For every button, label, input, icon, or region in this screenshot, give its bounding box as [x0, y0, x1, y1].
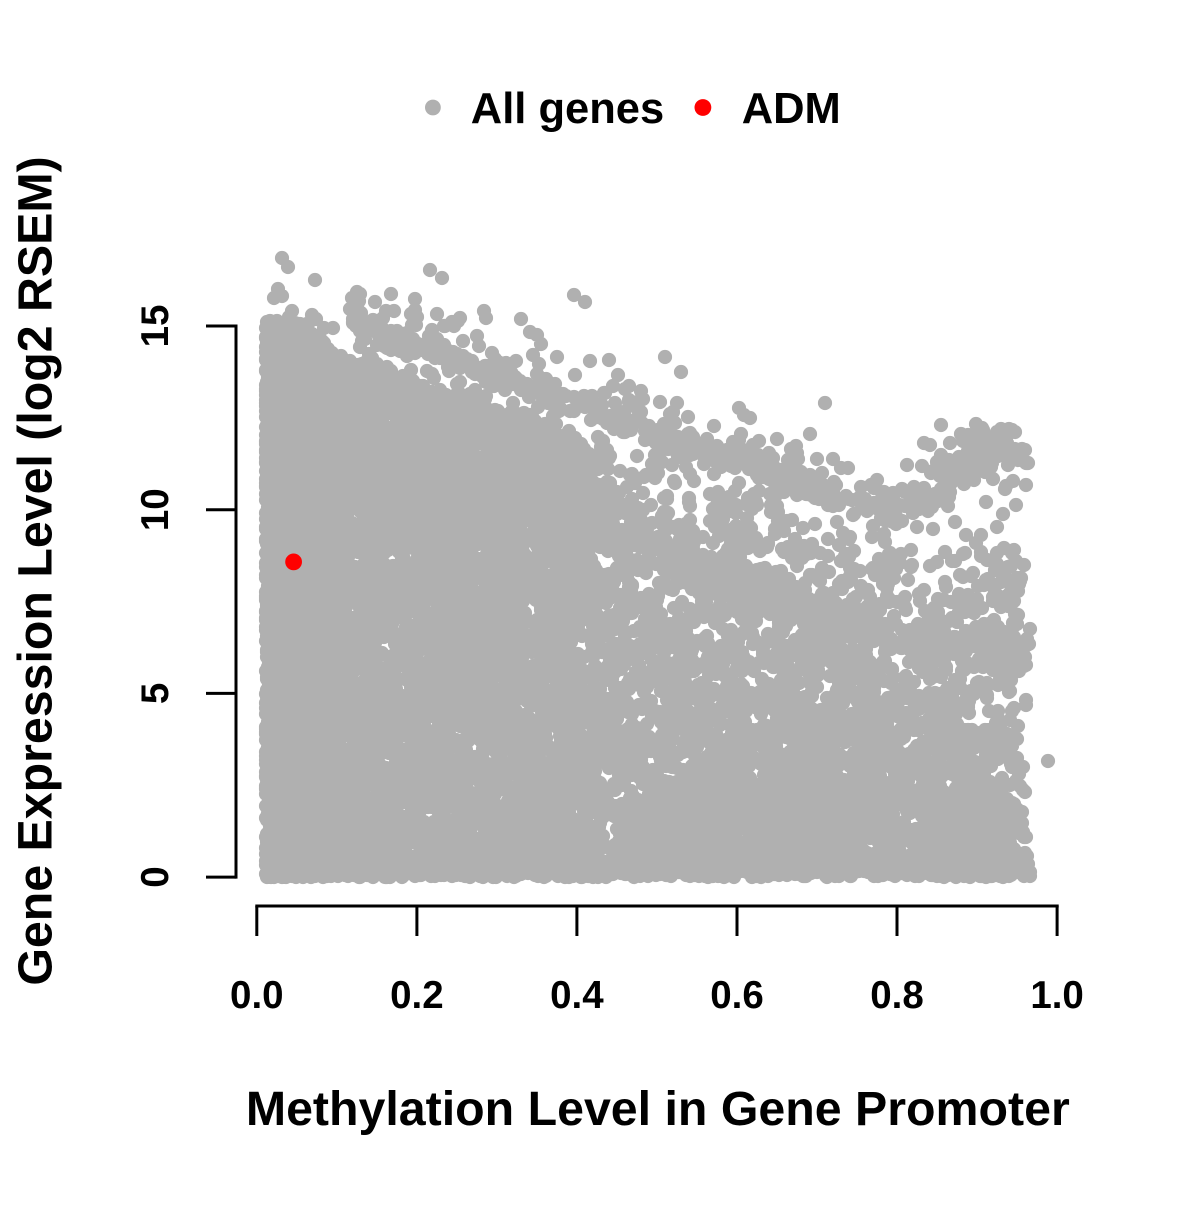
svg-text:10: 10	[134, 488, 177, 531]
svg-text:1.0: 1.0	[1030, 974, 1084, 1017]
svg-text:ADM: ADM	[742, 85, 841, 133]
svg-text:Methylation Level in Gene Prom: Methylation Level in Gene Promoter	[246, 1082, 1070, 1136]
svg-text:0.8: 0.8	[870, 974, 924, 1017]
svg-text:0.4: 0.4	[550, 974, 604, 1017]
svg-text:0.2: 0.2	[390, 974, 444, 1017]
svg-text:5: 5	[134, 683, 177, 704]
svg-text:0.0: 0.0	[230, 974, 284, 1017]
svg-text:15: 15	[134, 305, 177, 348]
svg-text:0: 0	[134, 866, 177, 887]
svg-text:Gene Expression Level (log2 RS: Gene Expression Level (log2 RSEM)	[9, 156, 63, 985]
svg-text:0.6: 0.6	[710, 974, 764, 1017]
svg-text:All genes: All genes	[471, 85, 664, 133]
